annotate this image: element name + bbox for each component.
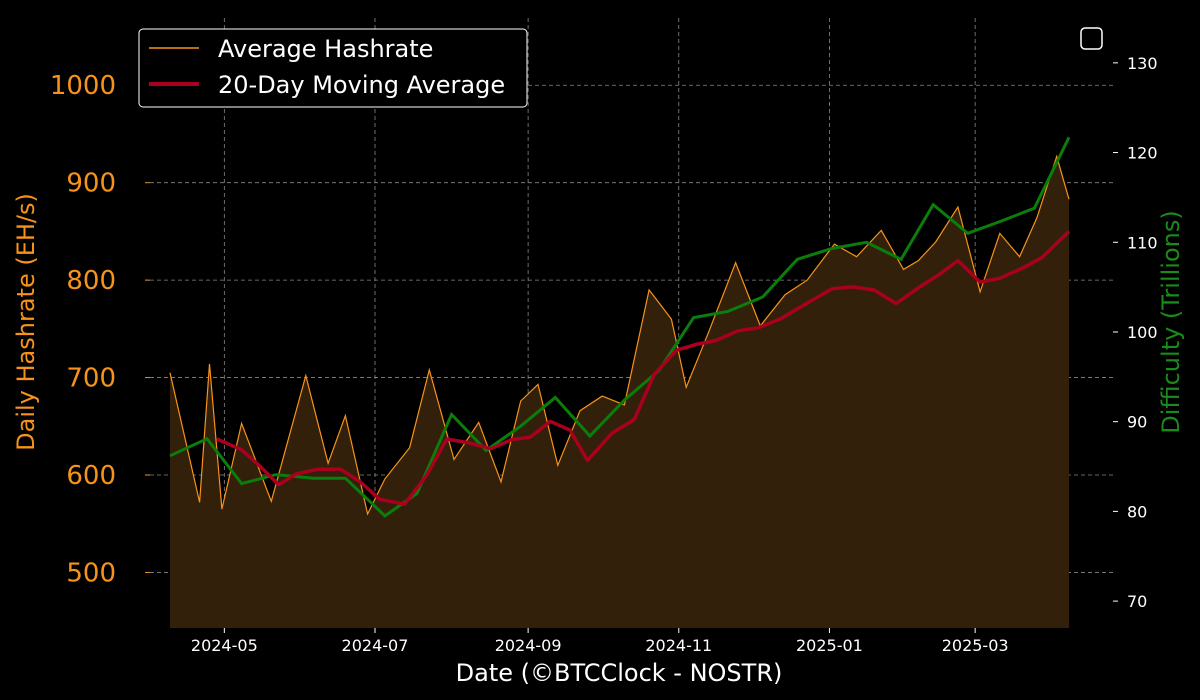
y-left-tick-label: 900 [66, 169, 116, 199]
series-layer [169, 136, 1071, 628]
x-tick-label: 2024-07 [342, 636, 409, 655]
x-tick-label: 2025-03 [942, 636, 1009, 655]
x-tick-label: 2024-05 [191, 636, 258, 655]
y-left-tick-label: 1000 [50, 71, 116, 101]
y-axis-left: 500 600 700 800 900 1000 [50, 71, 150, 588]
legend: Average Hashrate 20-Day Moving Average [138, 28, 528, 108]
legend-label-ma20: 20-Day Moving Average [218, 71, 505, 99]
x-tick-label: 2024-09 [495, 636, 562, 655]
y-left-tick-label: 500 [66, 558, 116, 588]
y-right-tick-label: 100 [1127, 323, 1158, 342]
y-axis-right: 70 80 90 100 110 120 130 [1113, 54, 1158, 611]
legend-box [138, 28, 528, 108]
y-right-tick-label: 80 [1127, 502, 1147, 521]
x-axis: 2024-05 2024-07 2024-09 2024-11 2025-01 2025-… [191, 628, 1009, 655]
y-right-tick-label: 90 [1127, 413, 1147, 432]
difficulty-line [169, 136, 1071, 518]
x-tick-label: 2025-01 [796, 636, 863, 655]
y-left-tick-label: 700 [66, 364, 116, 394]
y-axis-right-title: Difficulty (Trillions) [1157, 210, 1185, 433]
y-right-tick-label: 110 [1127, 233, 1158, 252]
y-right-tick-label: 120 [1127, 144, 1158, 163]
legend-label-hashrate: Average Hashrate [218, 35, 433, 63]
hashrate-area-fill [170, 156, 1069, 628]
x-tick-label: 2024-11 [645, 636, 712, 655]
hashrate-line [169, 154, 1070, 516]
y-left-tick-label: 800 [66, 266, 116, 296]
moving-average-line [216, 230, 1071, 506]
y-right-tick-label: 130 [1127, 54, 1158, 73]
x-axis-title: Date (©BTCClock - NOSTR) [456, 659, 783, 687]
y-axis-left-title: Daily Hashrate (EH/s) [12, 193, 40, 451]
y-left-tick-label: 600 [66, 461, 116, 491]
empty-legend-box [1080, 27, 1103, 50]
y-right-tick-label: 70 [1127, 592, 1147, 611]
